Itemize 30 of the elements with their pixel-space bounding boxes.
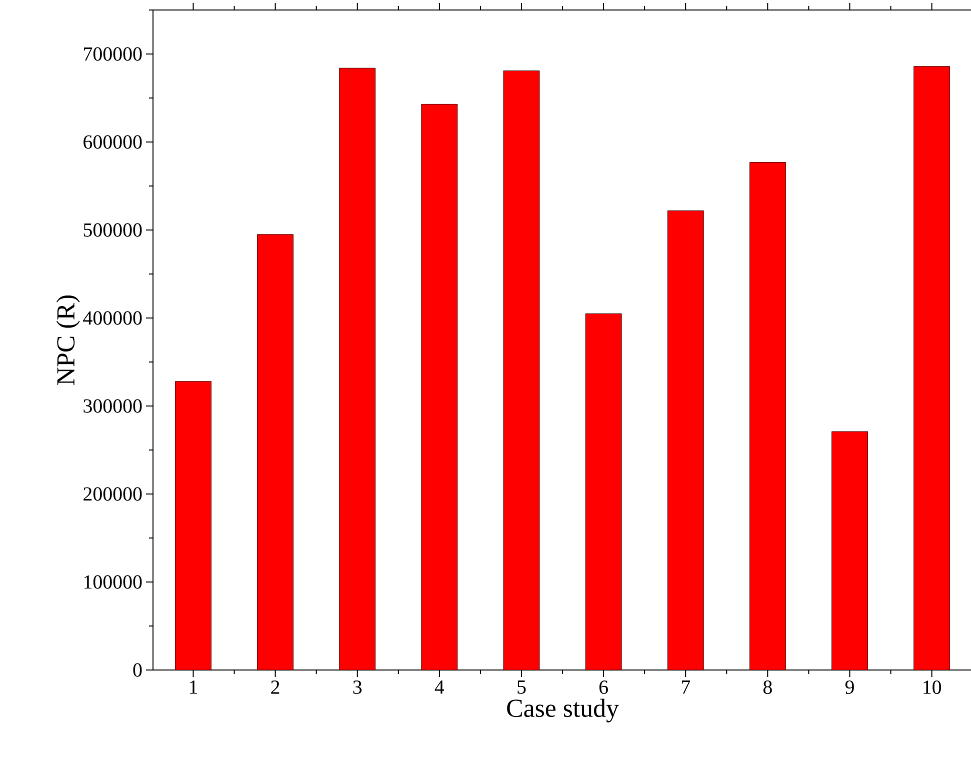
bar: [421, 104, 458, 670]
x-tick-label: 3: [353, 680, 362, 694]
x-tick-label: 10: [924, 680, 942, 694]
x-tick-label: 1: [190, 680, 197, 694]
bar: [585, 313, 622, 670]
y-tick-label: 600000: [84, 135, 142, 149]
bar: [257, 234, 294, 670]
y-tick-label: 500000: [84, 223, 142, 237]
x-tick-label: 9: [845, 680, 854, 694]
bar: [667, 210, 704, 670]
bar: [832, 431, 868, 670]
x-tick-label: 6: [599, 680, 608, 694]
bar: [749, 162, 786, 670]
y-tick-label: 200000: [84, 487, 142, 501]
x-tick-label: 4: [434, 680, 444, 694]
x-tick-label: 2: [271, 680, 280, 694]
bar: [339, 68, 376, 670]
bar: [503, 70, 540, 670]
bar: [914, 66, 950, 670]
bar: [175, 381, 212, 670]
y-tick-label: 400000: [83, 311, 142, 325]
x-tick-label: 5: [518, 680, 526, 694]
y-tick-label: 700000: [84, 47, 142, 61]
x-tick-label: 8: [763, 680, 772, 694]
x-axis-title: Case study: [507, 698, 619, 722]
x-tick-label: 7: [682, 680, 690, 694]
y-tick-label: 0: [133, 663, 142, 677]
y-tick-label: 100000: [84, 575, 142, 589]
y-axis-title: NPC (R): [56, 295, 80, 385]
y-tick-label: 300000: [84, 399, 142, 413]
